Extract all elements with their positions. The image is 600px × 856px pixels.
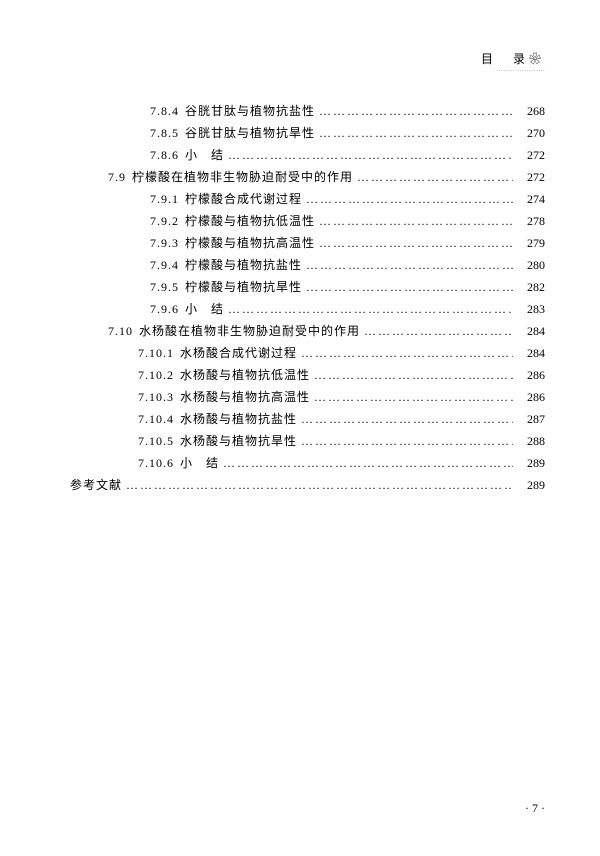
toc-entry-number: 7.9.5: [150, 276, 179, 298]
toc-entry-title: 柠檬酸在植物非生物胁迫耐受中的作用: [132, 166, 353, 188]
toc-entry-number: 7.10.5: [138, 430, 174, 452]
toc-leader-dots: [223, 452, 513, 474]
toc-entry-title: 谷胱甘肽与植物抗盐性: [185, 100, 315, 122]
toc-entry-page: 289: [517, 452, 545, 474]
toc-row: 7.9 柠檬酸在植物非生物胁迫耐受中的作用 272: [70, 166, 545, 188]
toc-row: 7.10.5 水杨酸与植物抗旱性 288: [70, 430, 545, 452]
toc-leader-dots: [301, 408, 513, 430]
page-number: · 7 ·: [525, 801, 545, 816]
toc-row: 7.9.2 柠檬酸与植物抗低温性 278: [70, 210, 545, 232]
toc-entry-page: 284: [517, 320, 545, 342]
toc-entry-page: 278: [517, 210, 545, 232]
toc-row: 7.9.1 柠檬酸合成代谢过程 274: [70, 188, 545, 210]
toc-entry-number: 7.9.1: [150, 188, 179, 210]
toc-leader-dots: [314, 386, 513, 408]
toc-row: 7.9.6 小 结 283: [70, 298, 545, 320]
toc-leader-dots: [314, 364, 513, 386]
toc-entry-title: 水杨酸与植物抗盐性: [180, 408, 297, 430]
toc-entry-number: 7.8.4: [150, 100, 179, 122]
toc-leader-dots: [126, 474, 513, 496]
running-head: 目 录❀ ·····················: [481, 50, 545, 73]
toc-entry-page: 280: [517, 254, 545, 276]
toc-leader-dots: [228, 144, 513, 166]
toc-entry-number: 7.9.4: [150, 254, 179, 276]
table-of-contents: 7.8.4谷胱甘肽与植物抗盐性2687.8.5谷胱甘肽与植物抗旱性2707.8.…: [70, 100, 545, 496]
toc-entry-page: 272: [517, 144, 545, 166]
toc-leader-dots: [228, 298, 513, 320]
toc-entry-number: 7.10: [108, 320, 133, 342]
ornament-icon: ❀: [529, 52, 545, 66]
toc-entry-title: 水杨酸与植物抗高温性: [180, 386, 310, 408]
toc-entry-title: 柠檬酸合成代谢过程: [185, 188, 302, 210]
toc-entry-page: 287: [517, 408, 545, 430]
toc-entry-page: 286: [517, 364, 545, 386]
toc-entry-number: 7.10.6: [138, 452, 174, 474]
toc-entry-number: 7.8.5: [150, 122, 179, 144]
toc-row: 7.9.3 柠檬酸与植物抗高温性 279: [70, 232, 545, 254]
toc-entry-page: 283: [517, 298, 545, 320]
toc-row: 7.8.6 小 结 272: [70, 144, 545, 166]
toc-row: 参考文献 289: [70, 474, 545, 496]
toc-entry-title: 柠檬酸与植物抗盐性: [185, 254, 302, 276]
toc-row: 7.10.6 小 结 289: [70, 452, 545, 474]
toc-leader-dots: [319, 100, 513, 122]
toc-leader-dots: [364, 320, 513, 342]
toc-entry-number: 7.10.2: [138, 364, 174, 386]
toc-entry-title: 小 结: [185, 144, 224, 166]
toc-entry-page: 270: [517, 122, 545, 144]
toc-entry-title: 参考文献: [70, 474, 122, 496]
toc-entry-page: 282: [517, 276, 545, 298]
toc-entry-title: 柠檬酸与植物抗高温性: [185, 232, 315, 254]
toc-entry-page: 286: [517, 386, 545, 408]
toc-entry-number: 7.8.6: [150, 144, 179, 166]
toc-entry-page: 279: [517, 232, 545, 254]
toc-leader-dots: [319, 210, 513, 232]
toc-entry-number: 7.10.3: [138, 386, 174, 408]
toc-entry-page: 272: [517, 166, 545, 188]
toc-entry-page: 284: [517, 342, 545, 364]
page-number-text: · 7 ·: [525, 801, 545, 815]
toc-row: 7.10.3 水杨酸与植物抗高温性 286: [70, 386, 545, 408]
running-head-text: 目 录: [481, 52, 529, 66]
toc-entry-title: 小 结: [185, 298, 224, 320]
toc-row: 7.10.1 水杨酸合成代谢过程 284: [70, 342, 545, 364]
toc-entry-title: 水杨酸与植物抗旱性: [180, 430, 297, 452]
toc-entry-number: 7.10.1: [138, 342, 174, 364]
toc-row: 7.10 水杨酸在植物非生物胁迫耐受中的作用 284: [70, 320, 545, 342]
toc-entry-number: 7.9: [108, 166, 126, 188]
toc-leader-dots: [306, 276, 513, 298]
page: 目 录❀ ····················· 7.8.4 谷胱甘肽与植物抗…: [0, 0, 600, 856]
toc-leader-dots: [301, 342, 513, 364]
toc-entry-title: 小 结: [180, 452, 219, 474]
toc-entry-title: 柠檬酸与植物抗旱性: [185, 276, 302, 298]
toc-row: 7.9.4 柠檬酸与植物抗盐性 280: [70, 254, 545, 276]
toc-row: 7.10.2 水杨酸与植物抗低温性 286: [70, 364, 545, 386]
toc-entry-page: 288: [517, 430, 545, 452]
toc-leader-dots: [306, 188, 513, 210]
toc-entry-title: 谷胱甘肽与植物抗旱性: [185, 122, 315, 144]
toc-row: 7.8.4 谷胱甘肽与植物抗盐性 268: [70, 100, 545, 122]
toc-entry-number: 7.9.6: [150, 298, 179, 320]
toc-leader-dots: [319, 232, 513, 254]
toc-leader-dots: [301, 430, 513, 452]
toc-leader-dots: [357, 166, 513, 188]
toc-entry-title: 水杨酸与植物抗低温性: [180, 364, 310, 386]
toc-entry-title: 柠檬酸与植物抗低温性: [185, 210, 315, 232]
header-rule: ·····················: [481, 69, 545, 73]
toc-entry-page: 289: [517, 474, 545, 496]
toc-leader-dots: [306, 254, 513, 276]
toc-entry-number: 7.9.3: [150, 232, 179, 254]
toc-row: 7.8.5 谷胱甘肽与植物抗旱性 270: [70, 122, 545, 144]
toc-entry-title: 水杨酸在植物非生物胁迫耐受中的作用: [139, 320, 360, 342]
toc-leader-dots: [319, 122, 513, 144]
toc-entry-page: 268: [517, 100, 545, 122]
toc-entry-title: 水杨酸合成代谢过程: [180, 342, 297, 364]
toc-entry-number: 7.10.4: [138, 408, 174, 430]
toc-entry-page: 274: [517, 188, 545, 210]
toc-row: 7.10.4 水杨酸与植物抗盐性 287: [70, 408, 545, 430]
toc-row: 7.9.5 柠檬酸与植物抗旱性 282: [70, 276, 545, 298]
toc-entry-number: 7.9.2: [150, 210, 179, 232]
